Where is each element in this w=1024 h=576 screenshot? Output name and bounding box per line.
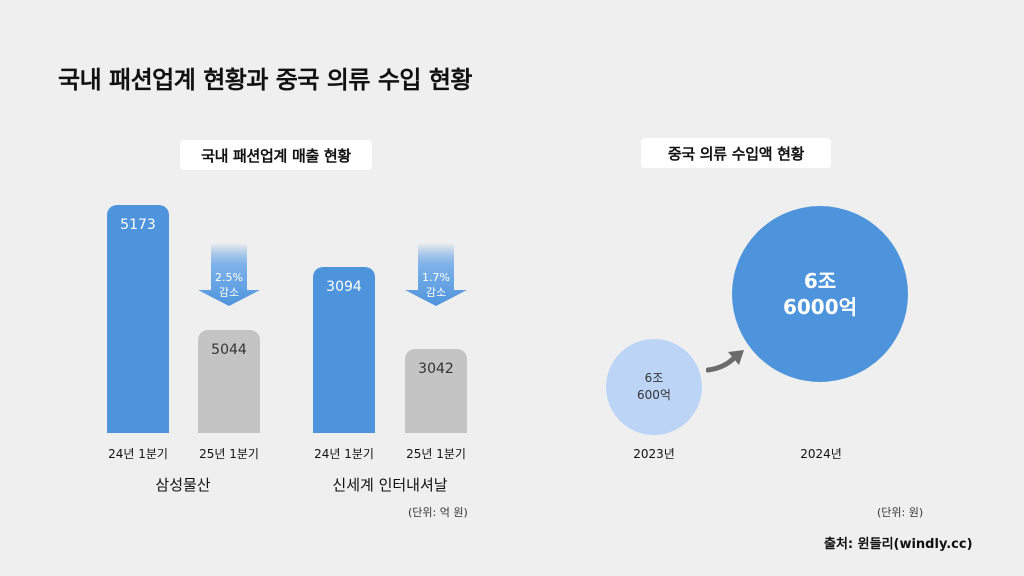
bar-value-label: 5044 (211, 342, 247, 358)
bubble-value-line2: 6000억 (782, 295, 858, 319)
left-unit-label: (단위: 억 원) (408, 506, 468, 519)
decrease-arrow-icon (405, 243, 467, 306)
bar-value-label: 3094 (326, 279, 362, 295)
x-tick-label: 24년 1분기 (314, 447, 374, 461)
growth-arrow-icon (706, 350, 744, 373)
bar-value-label: 3042 (418, 361, 454, 377)
right-unit-label: (단위: 원) (877, 506, 924, 519)
bar-shinsegae-2024q1: 3094 (313, 267, 375, 433)
change-percent-samsung: 2.5% 감소 (199, 270, 259, 300)
change-percent-shinsegae: 1.7% 감소 (406, 270, 466, 300)
change-percent-word: 감소 (425, 286, 447, 299)
group-label-samsung: 삼성물산 (155, 476, 211, 494)
bar-shinsegae-2025q1: 3042 (405, 349, 467, 433)
group-label-shinsegae: 신세계 인터내셔날 (332, 476, 448, 494)
import-chart-title: 중국 의류 수입액 현황 (641, 138, 831, 168)
source-credit: 출처: 윈들리(windly.cc) (824, 537, 973, 552)
bubble-2023: 6조 600억 (606, 339, 702, 435)
sales-chart-title: 국내 패션업계 매출 현황 (180, 140, 372, 170)
x-tick-label: 25년 1분기 (406, 447, 466, 461)
x-tick-label: 2024년 (800, 447, 842, 461)
page-title: 국내 패션업계 현황과 중국 의류 수입 현황 (58, 66, 473, 94)
x-tick-label: 24년 1분기 (108, 447, 168, 461)
change-percent-word: 감소 (218, 286, 240, 299)
bubble-value-line1: 6조 (644, 371, 664, 385)
x-tick-label: 25년 1분기 (199, 447, 259, 461)
decrease-arrow-icon (198, 243, 260, 306)
change-percent-value: 1.7% (422, 271, 450, 284)
bar-value-label: 5173 (120, 217, 156, 233)
bar-samsung-2025q1: 5044 (198, 330, 260, 433)
bubble-value-line1: 6조 (803, 269, 837, 293)
bubble-2024: 6조 6000억 (732, 206, 908, 382)
change-percent-value: 2.5% (215, 271, 243, 284)
bubble-value-line2: 600억 (637, 388, 671, 402)
x-tick-label: 2023년 (633, 447, 675, 461)
bar-samsung-2024q1: 5173 (107, 205, 169, 433)
